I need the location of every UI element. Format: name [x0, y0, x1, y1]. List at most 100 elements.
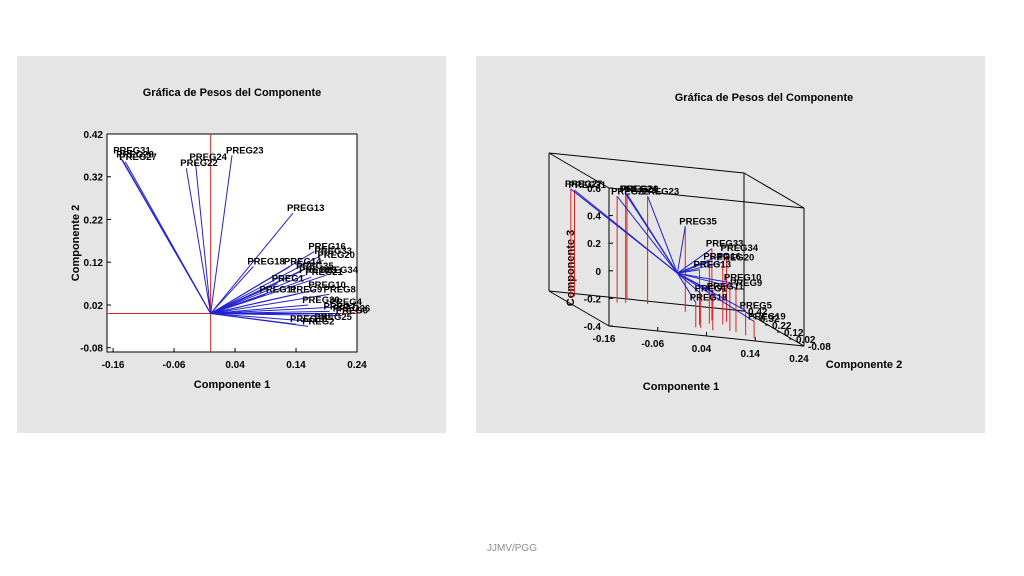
- loading-label-preg34: PREG34: [721, 243, 759, 254]
- loading-label-preg10: PREG10: [724, 273, 762, 284]
- y-tick-label: 0.02: [796, 335, 816, 346]
- y-tick-label: 0.02: [84, 301, 104, 312]
- y-tick-label: 0.32: [84, 173, 104, 184]
- loading-label-preg24: PREG24: [189, 152, 227, 163]
- loading-vector-preg19: [677, 272, 755, 322]
- z-tick-label: -0.2: [584, 294, 602, 305]
- loading-label-preg4: PREG4: [330, 297, 363, 308]
- loading-label-preg31: PREG31: [113, 145, 151, 156]
- plot-box-edge: [548, 152, 745, 174]
- x-tick-label: 0.04: [692, 344, 712, 355]
- loading-label-preg29: PREG29: [621, 184, 659, 195]
- y-tick-label: 0.12: [84, 258, 104, 269]
- loading-vector-preg13: [210, 212, 294, 314]
- loading-label-preg1: PREG1: [272, 274, 305, 285]
- chart-panel-right: Gráfica de Pesos del Componente -0.4 -0.2 0…: [476, 56, 985, 433]
- x-tick-label: 0.24: [347, 360, 367, 371]
- chart-panel-left: Gráfica de Pesos del Componente Component…: [17, 56, 446, 433]
- loading-label-preg16: PREG16: [703, 252, 741, 263]
- x-tick-label: -0.16: [593, 334, 616, 345]
- loading-label-preg23: PREG23: [642, 186, 680, 197]
- loading-vector-preg33: [677, 248, 713, 274]
- x-tick-label: 0.14: [286, 360, 306, 371]
- loading-vector-preg9: [210, 293, 297, 315]
- loading-label-preg1: PREG1: [695, 283, 728, 294]
- loading-vector-preg20: [677, 261, 723, 274]
- loading-label-preg34: PREG34: [321, 265, 359, 276]
- x-tick-label: 0.14: [741, 349, 761, 360]
- loading-label-preg13: PREG13: [694, 260, 732, 271]
- loading-vector-preg6: [210, 313, 342, 317]
- loading-vector-preg23: [210, 155, 233, 314]
- y-tick-label: 0.22: [84, 215, 104, 226]
- x-tick-label: -0.16: [102, 360, 125, 371]
- loading-label-preg29: PREG29: [299, 265, 337, 276]
- x-tick-label: -0.06: [163, 360, 186, 371]
- loading-label-preg33: PREG33: [706, 239, 744, 250]
- y-tick-label: 0.42: [748, 307, 768, 318]
- y-axis-label: Componente 2: [826, 359, 902, 371]
- loading-label-preg35: PREG35: [679, 216, 717, 227]
- loading-vector-preg1: [210, 283, 278, 314]
- loading-vector-preg24: [194, 161, 212, 314]
- loading-label-preg8: PREG8: [324, 284, 356, 295]
- x-tick-label: 0.04: [225, 360, 245, 371]
- loading-label-preg30: PREG30: [302, 295, 340, 306]
- loading-label-preg11: PREG11: [707, 282, 745, 293]
- loading-label-preg20: PREG20: [717, 252, 755, 263]
- loading-label-preg7: PREG7: [324, 301, 356, 312]
- loading-label-preg16: PREG16: [308, 242, 346, 253]
- loading-vector-preg5: [677, 272, 746, 311]
- loading-label-preg25: PREG25: [314, 312, 352, 323]
- plot-box-edge: [548, 290, 610, 327]
- loading-label-preg27: PREG27: [119, 152, 157, 163]
- loading-label-preg24: PREG24: [620, 184, 658, 195]
- loading-label-preg21: PREG21: [305, 267, 343, 278]
- loading-vector-preg18: [676, 272, 697, 303]
- loading-vector-preg35: [676, 226, 686, 274]
- loading-label-preg9: PREG9: [290, 284, 322, 295]
- loading-label-preg13: PREG13: [287, 203, 325, 214]
- plot-box-edge: [608, 187, 805, 209]
- loading-label-preg19: PREG19: [290, 314, 328, 325]
- chart-title: Gráfica de Pesos del Componente: [675, 92, 854, 104]
- loading-label-preg2: PREG2: [302, 316, 334, 327]
- loading-vector-preg25: [210, 313, 321, 323]
- loading-label-preg19: PREG19: [748, 311, 786, 322]
- loading-label-preg31: PREG31: [569, 180, 607, 191]
- loading-label-preg26: PREG26: [333, 304, 371, 315]
- loading-vector-preg16: [677, 261, 710, 274]
- loading-vector-preg31: [574, 189, 678, 274]
- loading-vector-preg27: [124, 161, 212, 314]
- loading-vector-preg8: [210, 293, 330, 315]
- z-tick-label: 0.4: [587, 212, 601, 223]
- loading-label-preg6: PREG6: [336, 306, 368, 317]
- loading-label-preg5: PREG5: [740, 301, 773, 312]
- loadings-plot-2d: Gráfica de Pesos del Componente Component…: [70, 87, 371, 391]
- loading-vector-preg22: [185, 168, 212, 314]
- x-axis-label: Componente 1: [194, 379, 270, 391]
- x-axis-label: Componente 1: [643, 381, 719, 393]
- loading-vector-preg1: [677, 272, 701, 294]
- loading-label-preg9: PREG9: [730, 278, 762, 289]
- loading-label-preg27: PREG27: [565, 179, 603, 190]
- y-axis-label: Componente 2: [70, 205, 82, 281]
- z-tick-label: 0.6: [587, 184, 601, 195]
- loading-label-preg20: PREG20: [317, 250, 355, 261]
- loading-vector-preg11: [210, 293, 266, 315]
- loading-vector-preg13: [677, 269, 700, 274]
- loading-label-preg35: PREG35: [296, 261, 334, 272]
- loading-vector-preg2: [210, 313, 309, 327]
- x-tick-label: 0.24: [789, 354, 809, 365]
- loading-vector-preg10: [677, 272, 730, 284]
- loading-label-preg18: PREG18: [247, 257, 285, 268]
- plot-box-edge: [743, 172, 805, 209]
- loading-label-preg10: PREG10: [308, 280, 346, 291]
- y-tick-label: 0.42: [84, 130, 104, 141]
- y-tick-label: 0.12: [784, 328, 804, 339]
- loading-label-preg14: PREG14: [284, 257, 322, 268]
- y-tick-label: -0.08: [808, 342, 831, 353]
- loading-label-preg11: PREG11: [260, 284, 298, 295]
- loading-vector-preg33: [210, 255, 321, 314]
- loading-label-preg22: PREG22: [180, 158, 218, 169]
